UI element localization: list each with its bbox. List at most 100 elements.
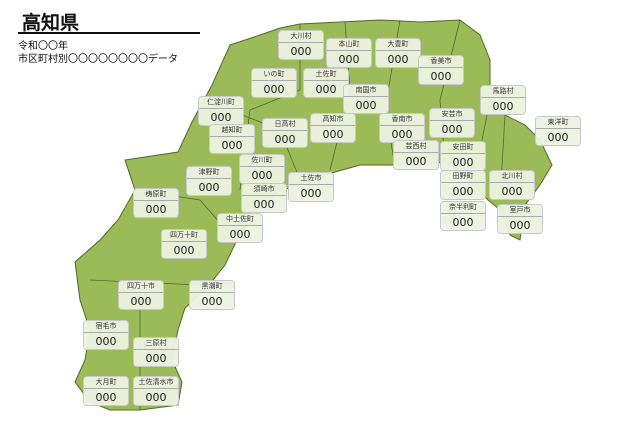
year-label: 令和〇〇年	[18, 41, 68, 52]
municipality-name: 香美市	[419, 56, 463, 68]
municipality-name: 土佐町	[304, 69, 348, 81]
municipality-name: 安田町	[441, 142, 485, 154]
municipality-name: 土佐清水市	[134, 377, 178, 389]
municipality-label: 津野町 000	[186, 166, 232, 196]
municipality-label: 黒潮町 000	[189, 280, 235, 310]
municipality-label: 宿毛市 000	[83, 320, 129, 350]
municipality-value: 000	[134, 350, 178, 366]
municipality-value: 000	[490, 183, 534, 199]
municipality-value: 000	[498, 217, 542, 233]
municipality-value: 000	[430, 121, 474, 137]
municipality-name: 越知町	[210, 125, 254, 137]
municipality-label: 仁淀川町 000	[198, 96, 244, 126]
municipality-value: 000	[134, 201, 178, 217]
municipality-value: 000	[376, 51, 420, 67]
municipality-value: 000	[311, 126, 355, 142]
municipality-value: 000	[242, 196, 286, 212]
municipality-name: 香南市	[380, 114, 424, 126]
municipality-label: 土佐清水市 000	[133, 376, 179, 406]
municipality-value: 000	[441, 214, 485, 230]
municipality-label: 馬路村 000	[480, 85, 526, 115]
municipality-name: 津野町	[187, 167, 231, 179]
municipality-value: 000	[263, 131, 307, 147]
municipality-label: 北川村 000	[489, 170, 535, 200]
municipality-label: 大豊町 000	[375, 38, 421, 68]
municipality-label: いの町 000	[251, 68, 297, 98]
municipality-value: 000	[210, 137, 254, 153]
municipality-label: 日高村 000	[262, 118, 308, 148]
municipality-name: 土佐市	[289, 173, 333, 185]
municipality-name: 日高村	[263, 119, 307, 131]
municipality-label: 大月町 000	[83, 376, 129, 406]
municipality-value: 000	[119, 293, 163, 309]
municipality-label: 本山町 000	[326, 38, 372, 68]
municipality-name: 梼原町	[134, 189, 178, 201]
municipality-value: 000	[481, 98, 525, 114]
municipality-name: 大豊町	[376, 39, 420, 51]
municipality-label: 佐川町 000	[239, 154, 285, 184]
municipality-label: 安芸市 000	[429, 108, 475, 138]
municipality-value: 000	[240, 167, 284, 183]
municipality-value: 000	[252, 81, 296, 97]
municipality-label: 奈半利町 000	[440, 201, 486, 231]
municipality-value: 000	[441, 183, 485, 199]
page-title: 高知県	[22, 12, 80, 34]
municipality-value: 000	[84, 333, 128, 349]
municipality-value: 000	[380, 126, 424, 142]
municipality-name: 室戸市	[498, 205, 542, 217]
municipality-value: 000	[84, 389, 128, 405]
municipality-name: 北川村	[490, 171, 534, 183]
municipality-label: 南国市 000	[343, 84, 389, 114]
municipality-name: 南国市	[344, 85, 388, 97]
municipality-name: 仁淀川町	[199, 97, 243, 109]
municipality-label: 香南市 000	[379, 113, 425, 143]
municipality-name: 四万十市	[119, 281, 163, 293]
municipality-value: 000	[289, 185, 333, 201]
subtitle: 市区町村別〇〇〇〇〇〇〇〇データ	[18, 54, 178, 65]
municipality-label: 土佐市 000	[288, 172, 334, 202]
municipality-label: 越知町 000	[209, 124, 255, 154]
municipality-label: 大川村 000	[278, 30, 324, 60]
municipality-name: いの町	[252, 69, 296, 81]
municipality-value: 000	[187, 179, 231, 195]
municipality-value: 000	[279, 43, 323, 59]
municipality-label: 田野町 000	[440, 170, 486, 200]
municipality-name: 高知市	[311, 114, 355, 126]
municipality-name: 大月町	[84, 377, 128, 389]
municipality-label: 須崎市 000	[241, 183, 287, 213]
municipality-name: 宿毛市	[84, 321, 128, 333]
municipality-label: 室戸市 000	[497, 204, 543, 234]
municipality-label: 東洋町 000	[535, 116, 581, 146]
municipality-value: 000	[190, 293, 234, 309]
municipality-label: 四万十町 000	[161, 229, 207, 259]
municipality-value: 000	[327, 51, 371, 67]
municipality-name: 四万十町	[162, 230, 206, 242]
municipality-label: 高知市 000	[310, 113, 356, 143]
municipality-label: 芸西村 000	[393, 140, 439, 170]
municipality-value: 000	[134, 389, 178, 405]
municipality-value: 000	[394, 153, 438, 169]
municipality-label: 土佐町 000	[303, 68, 349, 98]
municipality-label: 三原村 000	[133, 337, 179, 367]
municipality-value: 000	[344, 97, 388, 113]
municipality-name: 須崎市	[242, 184, 286, 196]
municipality-value: 000	[419, 68, 463, 84]
municipality-name: 本山町	[327, 39, 371, 51]
municipality-name: 佐川町	[240, 155, 284, 167]
municipality-value: 000	[441, 154, 485, 170]
municipality-name: 芸西村	[394, 141, 438, 153]
municipality-name: 馬路村	[481, 86, 525, 98]
municipality-name: 黒潮町	[190, 281, 234, 293]
municipality-name: 大川村	[279, 31, 323, 43]
municipality-name: 田野町	[441, 171, 485, 183]
municipality-label: 四万十市 000	[118, 280, 164, 310]
municipality-name: 安芸市	[430, 109, 474, 121]
municipality-value: 000	[199, 109, 243, 125]
municipality-label: 中土佐町 000	[217, 213, 263, 243]
municipality-value: 000	[536, 129, 580, 145]
municipality-value: 000	[162, 242, 206, 258]
municipality-name: 奈半利町	[441, 202, 485, 214]
municipality-name: 中土佐町	[218, 214, 262, 226]
municipality-name: 三原村	[134, 338, 178, 350]
